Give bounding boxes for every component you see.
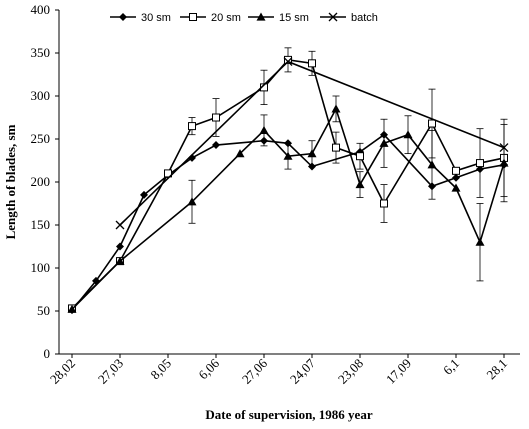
legend-label: 15 sm xyxy=(279,12,309,24)
data-point-x xyxy=(115,220,125,230)
x-tick-label: 24,07 xyxy=(287,355,319,387)
data-point-square xyxy=(428,119,436,128)
y-tick-label: 250 xyxy=(31,131,51,146)
data-point-triangle xyxy=(475,237,485,246)
data-point-square xyxy=(308,59,316,68)
data-point-diamond xyxy=(212,141,220,150)
series-layer xyxy=(67,47,509,315)
data-point-triangle xyxy=(259,125,269,134)
series-batch xyxy=(115,57,509,230)
x-marker-stroke xyxy=(328,12,338,22)
data-point-triangle xyxy=(403,130,413,139)
data-point-square xyxy=(356,152,364,161)
legend-item: 15 sm xyxy=(248,12,309,24)
x-marker-stroke xyxy=(283,57,293,67)
x-tick-label: 28,02 xyxy=(47,356,78,387)
x-tick-label: 28,1 xyxy=(483,356,510,383)
x-marker-stroke xyxy=(499,143,509,153)
y-tick-label: 300 xyxy=(31,88,51,103)
data-point-square xyxy=(476,159,484,168)
legend-item: 30 sm xyxy=(110,12,171,24)
data-point-x xyxy=(328,12,338,22)
x-tick-label: 8,05 xyxy=(147,356,174,383)
x-tick-label: 23,08 xyxy=(335,356,366,387)
legend-label: 20 sm xyxy=(211,12,241,24)
series-15-sm xyxy=(67,95,509,313)
data-point-triangle xyxy=(451,183,461,192)
series-line xyxy=(71,133,505,311)
data-point-diamond xyxy=(116,242,124,251)
data-point-triangle xyxy=(235,149,245,158)
data-point-triangle xyxy=(307,149,317,158)
data-point-triangle xyxy=(427,160,437,169)
data-point-x xyxy=(499,143,509,153)
data-point-triangle xyxy=(67,304,77,313)
data-point-diamond xyxy=(119,13,127,21)
data-point-diamond xyxy=(140,190,148,199)
x-tick-label: 27,06 xyxy=(239,355,271,387)
y-tick-label: 150 xyxy=(31,217,51,232)
series-20-sm xyxy=(68,47,508,313)
y-tick-label: 100 xyxy=(31,260,51,275)
data-point-triangle xyxy=(379,138,389,147)
data-point-triangle xyxy=(355,180,365,189)
legend-label: batch xyxy=(351,12,378,24)
data-point-square xyxy=(189,13,197,21)
x-axis-title: Date of supervision, 1986 year xyxy=(205,407,372,422)
x-tick-label: 6,06 xyxy=(195,355,222,382)
data-point-square xyxy=(452,166,460,175)
y-tick-label: 50 xyxy=(37,303,50,318)
data-point-triangle xyxy=(283,151,293,160)
data-point-x xyxy=(283,57,293,67)
y-tick-label: 350 xyxy=(31,45,51,60)
data-point-triangle xyxy=(499,158,509,167)
data-point-triangle xyxy=(187,197,197,206)
y-tick-label: 0 xyxy=(44,346,51,361)
data-point-square xyxy=(188,122,196,131)
data-point-square xyxy=(332,143,340,152)
data-point-triangle xyxy=(331,104,341,113)
data-point-triangle xyxy=(256,12,266,21)
data-point-square xyxy=(212,113,220,122)
y-axis-title: Length of blades, sm xyxy=(3,124,18,239)
x-marker-stroke xyxy=(115,220,125,230)
x-ticks: 28,02 27,03 8,05 6,06 27,06 24,07 23,08 17,09 6,… xyxy=(47,354,510,387)
y-tick-label: 400 xyxy=(31,2,51,17)
y-tick-label: 200 xyxy=(31,174,51,189)
legend-item: batch xyxy=(320,12,378,24)
y-ticks: 0 50 100 150 200 250 300 350 400 xyxy=(31,2,59,361)
data-point-square xyxy=(284,55,292,64)
x-tick-label: 6,1 xyxy=(440,356,462,378)
data-point-triangle xyxy=(115,256,125,265)
data-point-square xyxy=(164,169,172,178)
data-point-square xyxy=(380,199,388,208)
data-point-diamond xyxy=(452,173,460,182)
legend-item: 20 sm xyxy=(180,12,241,24)
x-tick-label: 27,03 xyxy=(95,356,126,387)
x-tick-label: 17,09 xyxy=(383,356,414,387)
legend: 30 sm 20 sm 15 sm batch xyxy=(110,12,378,24)
legend-label: 30 sm xyxy=(141,12,171,24)
